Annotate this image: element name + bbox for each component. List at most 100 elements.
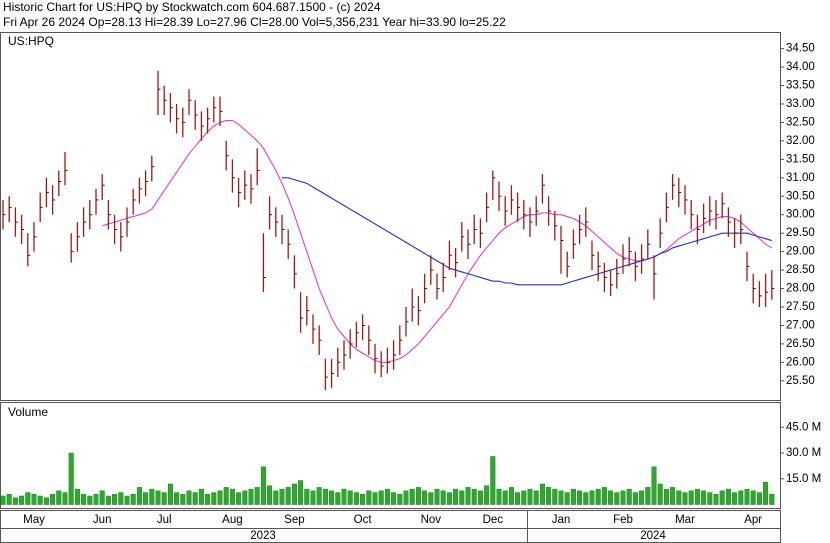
- volume-bar: [428, 492, 434, 505]
- volume-bar: [360, 494, 366, 505]
- volume-bar: [273, 490, 279, 505]
- volume-bar: [397, 494, 403, 505]
- volume-bar: [136, 487, 142, 505]
- volume-bar: [192, 492, 198, 505]
- volume-bar: [43, 497, 49, 505]
- volume-bar: [453, 488, 459, 505]
- volume-bar: [68, 452, 74, 505]
- volume-bar: [242, 490, 248, 505]
- volume-bar: [254, 487, 260, 505]
- volume-bar: [87, 495, 93, 505]
- volume-bar: [248, 488, 254, 505]
- x-tick-label: Mar: [675, 514, 695, 526]
- volume-bar: [310, 490, 316, 505]
- volume-bar: [521, 490, 527, 505]
- volume-bar: [670, 487, 676, 505]
- year-label: 2023: [250, 530, 276, 542]
- volume-bar: [415, 487, 421, 505]
- volume-bar: [62, 492, 68, 505]
- volume-bar: [384, 488, 390, 505]
- volume-bar: [279, 488, 285, 505]
- volume-bar: [174, 492, 180, 505]
- volume-bar: [769, 494, 775, 505]
- volume-bar: [366, 490, 372, 505]
- volume-bar: [632, 492, 638, 505]
- volume-bar: [267, 485, 273, 505]
- volume-bar: [316, 487, 322, 505]
- header-line: Fri Apr 26 2024 Op=28.13 Hi=28.39 Lo=27.…: [3, 15, 506, 29]
- y-tick-label: 30.50: [786, 190, 815, 202]
- y-tick-label: 25.50: [786, 375, 815, 387]
- panel-label: Volume: [8, 405, 48, 419]
- volume-bar: [74, 488, 80, 505]
- volume-bar: [490, 456, 496, 505]
- volume-bar: [719, 490, 725, 505]
- volume-bar: [750, 490, 756, 505]
- volume-bar: [236, 492, 242, 505]
- volume-bar: [211, 492, 217, 505]
- volume-bar: [391, 492, 397, 505]
- y-tick-label: 33.50: [786, 80, 815, 92]
- volume-bar: [465, 487, 471, 505]
- volume-bar: [81, 494, 87, 505]
- volume-bar: [688, 490, 694, 505]
- volume-bar: [378, 490, 384, 505]
- volume-bar: [614, 492, 620, 505]
- volume-bar: [446, 492, 452, 505]
- volume-bar: [6, 494, 12, 505]
- volume-bar: [353, 492, 359, 505]
- y-tick-label: 31.00: [786, 172, 815, 184]
- volume-bar: [533, 490, 539, 505]
- volume-bar: [552, 488, 558, 505]
- volume-bar: [180, 494, 186, 505]
- volume-bar: [440, 490, 446, 505]
- volume-bar: [37, 495, 43, 505]
- price-panel: [0, 32, 781, 401]
- volume-bar: [217, 490, 223, 505]
- volume-bar: [155, 490, 161, 505]
- volume-bar: [589, 490, 595, 505]
- volume-bar: [31, 494, 37, 505]
- y-tick-label: 33.00: [786, 98, 815, 110]
- volume-bar: [682, 492, 688, 505]
- y-tick-label: 32.00: [786, 135, 815, 147]
- y-tick-label: 45.0 M: [786, 421, 821, 433]
- volume-bar: [471, 488, 477, 505]
- volume-bar: [335, 492, 341, 505]
- volume-bar: [508, 487, 514, 505]
- volume-bar: [205, 494, 211, 505]
- volume-bar: [422, 490, 428, 505]
- volume-bar: [484, 485, 490, 505]
- volume-bar: [732, 492, 738, 505]
- volume-bar: [112, 494, 118, 505]
- volume-bar: [707, 492, 713, 505]
- x-tick-label: Apr: [744, 514, 762, 526]
- volume-bar: [186, 490, 192, 505]
- volume-bar: [539, 483, 545, 505]
- volume-bar: [676, 490, 682, 505]
- volume-bar: [403, 490, 409, 505]
- y-tick-label: 28.50: [786, 264, 815, 276]
- volume-bar: [756, 492, 762, 505]
- x-tick-label: Jan: [552, 514, 571, 526]
- volume-bar: [527, 488, 533, 505]
- volume-bar: [657, 483, 663, 505]
- volume-bar: [558, 490, 564, 505]
- volume-bar: [329, 490, 335, 505]
- volume-bar: [143, 492, 149, 505]
- volume-bar: [601, 487, 607, 505]
- volume-bar: [546, 487, 552, 505]
- volume-bar: [347, 490, 353, 505]
- volume-bar: [198, 488, 204, 505]
- volume-bar: [341, 488, 347, 505]
- volume-bar: [515, 492, 521, 505]
- volume-bar: [372, 492, 378, 505]
- y-tick-label: 26.00: [786, 356, 815, 368]
- y-tick-label: 15.0 M: [786, 473, 821, 485]
- volume-bar: [409, 488, 415, 505]
- volume-bar: [477, 490, 483, 505]
- volume-bar: [626, 488, 632, 505]
- volume-bar: [0, 495, 6, 505]
- x-tick-label: Jun: [93, 514, 112, 526]
